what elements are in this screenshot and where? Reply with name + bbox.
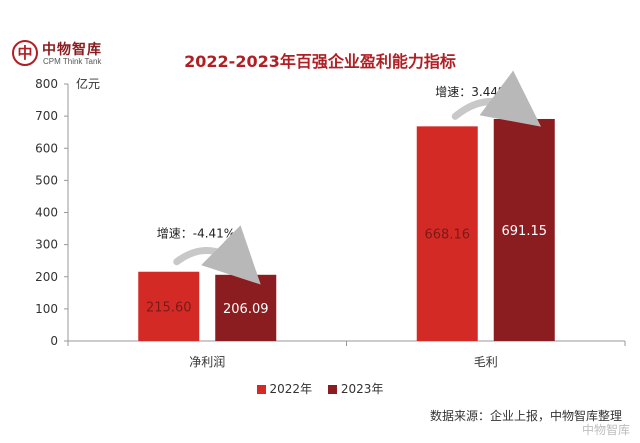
y-axis-unit: 亿元 bbox=[76, 76, 100, 91]
bar-value-label: 215.60 bbox=[146, 300, 192, 315]
y-tick-label: 0 bbox=[50, 334, 58, 348]
bar-2023 bbox=[215, 274, 277, 341]
logo-mark-icon: 中 bbox=[12, 40, 38, 66]
logo-name-cn: 中物智库 bbox=[42, 42, 102, 58]
y-tick-label: 600 bbox=[35, 141, 58, 155]
legend-item-2022: 2022年 bbox=[256, 380, 313, 397]
bar-2022 bbox=[138, 271, 200, 341]
legend-swatch-2023 bbox=[327, 385, 337, 394]
bar-value-label: 668.16 bbox=[425, 228, 471, 243]
logo-name-en: CPM Think Tank bbox=[43, 57, 102, 66]
legend: 2022年 2023年 bbox=[0, 380, 640, 397]
bar-2022 bbox=[416, 126, 478, 341]
y-tick-label: 300 bbox=[35, 238, 58, 252]
bar-2023 bbox=[493, 118, 555, 341]
source-note: 数据来源：企业上报，中物智库整理 bbox=[429, 409, 622, 423]
growth-arrow-icon bbox=[173, 225, 261, 285]
growth-annotation: 增速：-4.41% bbox=[157, 227, 235, 241]
bar-value-label: 206.09 bbox=[223, 302, 269, 317]
bar-value-label: 691.15 bbox=[502, 224, 548, 239]
x-category-label: 净利润 bbox=[189, 355, 225, 369]
y-tick-label: 200 bbox=[35, 270, 58, 284]
legend-swatch-2022 bbox=[256, 385, 266, 394]
growth-annotation: 增速：3.44% bbox=[435, 85, 509, 99]
legend-label-2023: 2023年 bbox=[340, 382, 384, 396]
y-tick-label: 100 bbox=[35, 302, 58, 316]
x-category-label: 毛利 bbox=[474, 355, 498, 369]
y-tick-label: 800 bbox=[35, 77, 58, 91]
legend-label-2022: 2022年 bbox=[269, 382, 313, 396]
growth-arrow-icon bbox=[451, 70, 542, 127]
y-tick-label: 700 bbox=[35, 109, 58, 123]
logo: 中 中物智库 CPM Think Tank bbox=[12, 40, 122, 70]
chart-title: 2022-2023年百强企业盈利能力指标 bbox=[184, 52, 456, 71]
legend-item-2023: 2023年 bbox=[327, 380, 384, 397]
y-tick-label: 400 bbox=[35, 206, 58, 220]
y-tick-label: 500 bbox=[35, 173, 58, 187]
watermark: 中物智库 bbox=[581, 423, 630, 437]
